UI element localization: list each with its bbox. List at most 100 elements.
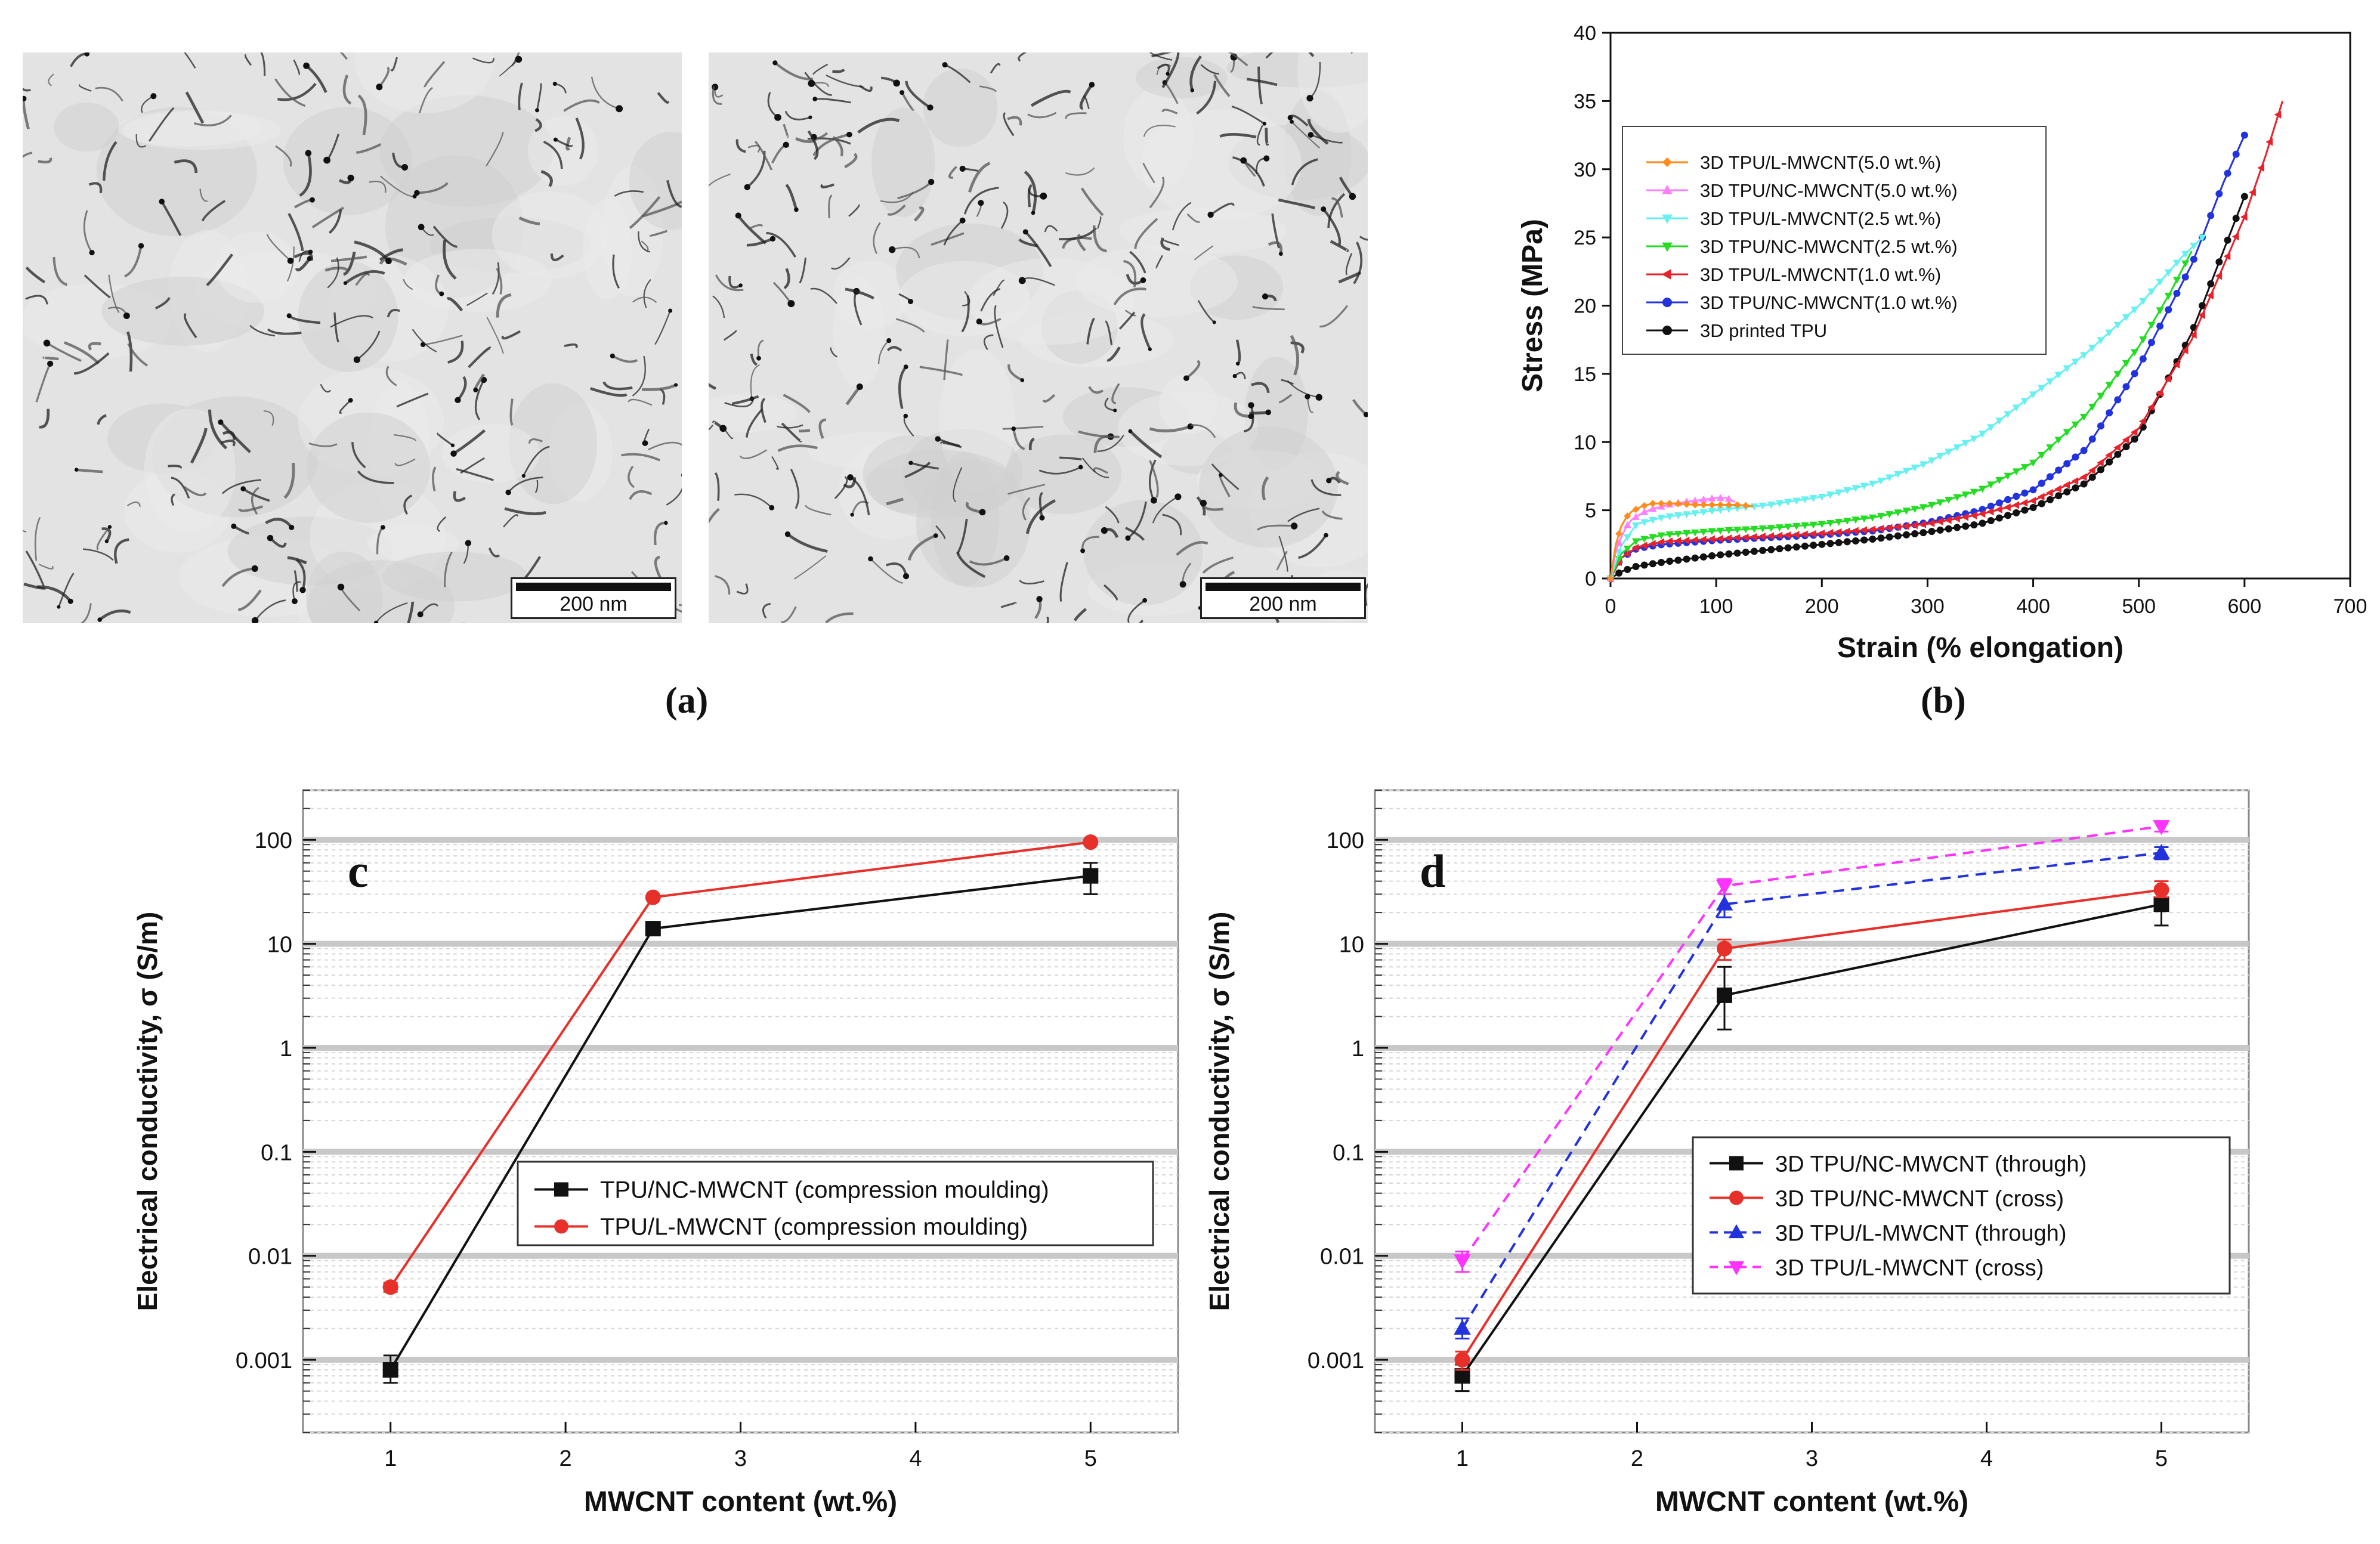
nanotube (589, 387, 628, 397)
tem-blot (923, 68, 998, 147)
data-point (1699, 553, 1707, 561)
data-point (2080, 480, 2088, 488)
data-point (1970, 435, 1978, 443)
tem-blot (354, 52, 494, 113)
data-point (1083, 834, 1099, 850)
nanotube (260, 52, 266, 76)
series-3D TPU/NC-MWCNT(2.5 wt.%) (1606, 250, 2193, 583)
nanotube (496, 293, 512, 318)
data-point (1750, 503, 1758, 510)
nanotube-tip (610, 353, 615, 358)
nanotube-tip (305, 150, 312, 157)
data-point (2181, 250, 2190, 258)
data-point (1902, 508, 1911, 515)
nanotube (193, 115, 232, 126)
nanotube-tip (664, 521, 668, 525)
legend-label: 3D TPU/L-MWCNT (through) (1775, 1221, 2066, 1246)
data-point (2274, 110, 2282, 119)
nanotube-tip (43, 339, 51, 346)
nanotube (357, 94, 367, 135)
panel-label-a: (a) (665, 680, 709, 721)
nanotube (1083, 95, 1090, 109)
data-point (2088, 435, 2096, 443)
nanotube-tip (552, 82, 557, 86)
data-point (1970, 511, 1977, 520)
nanotube-tip (1232, 374, 1237, 379)
data-point (2088, 466, 2095, 475)
data-point (1742, 548, 1750, 556)
nanotube (1142, 162, 1155, 184)
nanotube (83, 210, 93, 253)
nanotube (1042, 394, 1056, 403)
nanotube (355, 273, 370, 286)
major-gridline (303, 940, 1178, 947)
nanotube-tip (928, 178, 935, 185)
data-point (1995, 499, 2003, 507)
nanotube (931, 232, 965, 246)
nanotube (1111, 383, 1120, 404)
nanotube (293, 570, 298, 592)
nanotube (913, 206, 925, 222)
data-point (2038, 385, 2046, 392)
nanotube (709, 424, 714, 431)
data-point (1843, 518, 1852, 525)
x-axis-label: MWCNT content (wt.%) (1655, 1486, 1968, 1518)
data-point (1826, 540, 1834, 547)
data-point (2088, 474, 2096, 481)
nanotube (904, 462, 931, 478)
nanotube (783, 123, 789, 138)
nanotube (1059, 562, 1068, 602)
nanotube (98, 609, 131, 621)
data-point (1632, 563, 1640, 571)
nanotube (237, 589, 262, 611)
nanotube (1106, 346, 1121, 362)
nanotube-tip (309, 197, 315, 203)
nanotube-tip (150, 93, 157, 100)
nanotube (990, 63, 1001, 74)
nanotube (293, 252, 313, 261)
data-point (1945, 448, 1953, 456)
data-point (2131, 349, 2139, 357)
tem-blot (1297, 52, 1368, 133)
legend-label: 3D TPU/L-MWCNT(5.0 wt.%) (1700, 152, 1941, 173)
nanotube (1007, 484, 1046, 495)
data-point (1767, 525, 1775, 532)
nanotube-tip (107, 525, 112, 529)
legend-box (1692, 1136, 2231, 1295)
y-tick-label: 0.001 (1308, 1348, 1364, 1373)
data-point (1717, 940, 1732, 957)
nanotube-tip (1039, 515, 1045, 521)
data-point (1454, 1254, 1471, 1270)
nanotube (793, 555, 827, 580)
data-point (1683, 500, 1690, 508)
nanotube-tip (89, 249, 95, 256)
data-point (1699, 509, 1708, 516)
data-point (1657, 532, 1665, 540)
data-point (1716, 534, 1724, 543)
nanotube (412, 329, 437, 352)
nanotube (714, 575, 731, 595)
data-point (1852, 537, 1859, 544)
nanotube-tip (868, 556, 873, 562)
nanotube-tip (521, 474, 526, 478)
nanotube (472, 57, 494, 64)
nanotube (528, 438, 543, 444)
data-point (382, 1279, 398, 1295)
nanotube-tip (1363, 411, 1368, 417)
nanotube (1139, 620, 1144, 623)
nanotube (394, 458, 416, 466)
nanotube (356, 330, 381, 361)
data-point (2063, 429, 2071, 437)
data-point (1792, 531, 1800, 539)
data-point (1607, 575, 1614, 582)
nanotube (1118, 311, 1136, 330)
data-point (1717, 551, 1724, 559)
nanotube (968, 162, 991, 193)
nanotube (1265, 52, 1274, 59)
data-point (1987, 502, 1995, 510)
nanotube (831, 257, 851, 270)
nanotube-tip (1040, 192, 1047, 200)
nanotube-tip (784, 531, 791, 537)
